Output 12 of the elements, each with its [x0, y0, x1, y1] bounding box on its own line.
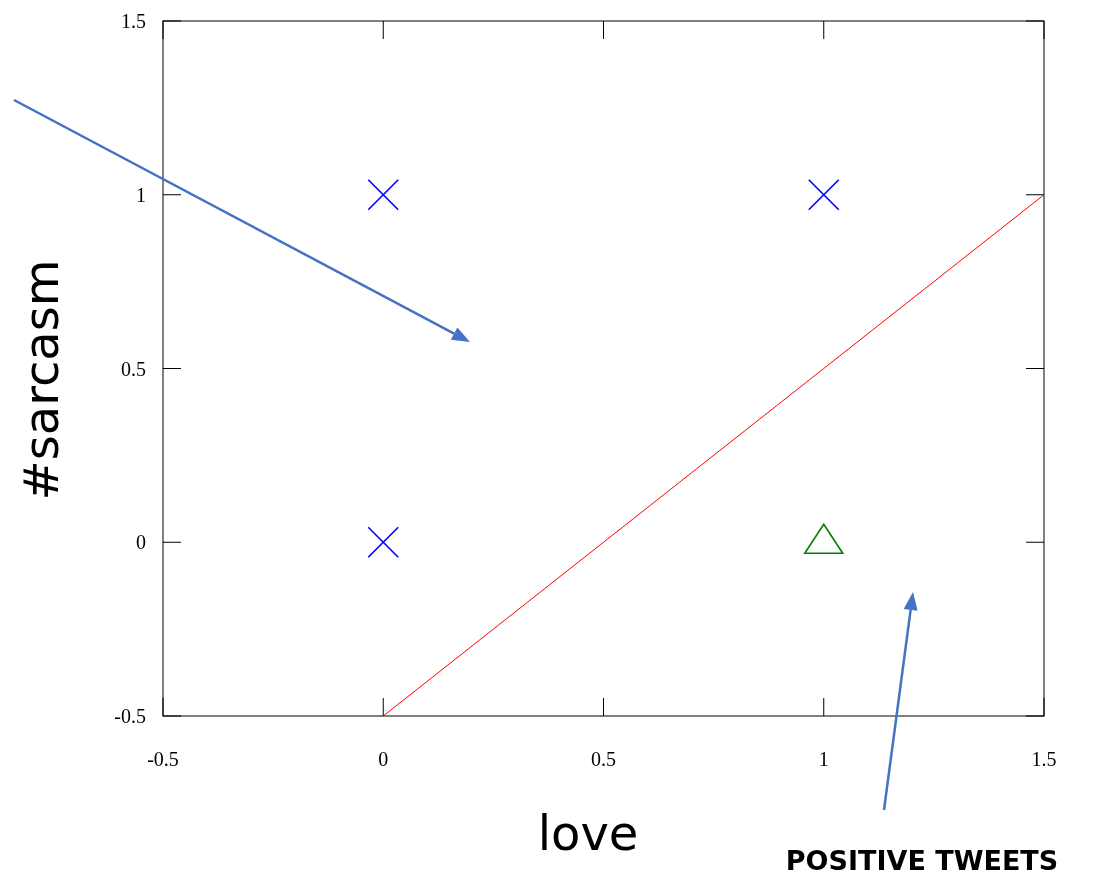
- y-tick-label: 1.5: [121, 10, 146, 32]
- x-axis-title: love: [537, 805, 639, 861]
- x-tick-label: 1: [818, 748, 829, 770]
- y-tick-label: 0: [136, 531, 146, 554]
- y-tick-label: -0.5: [114, 705, 146, 727]
- x-tick-label: 0: [378, 748, 389, 770]
- y-tick-label: 1: [136, 183, 146, 206]
- y-tick-label: 0.5: [121, 357, 146, 380]
- x-tick-label: 1.5: [1031, 748, 1057, 770]
- x-tick-label: 0.5: [591, 748, 616, 770]
- text: POSITIVE TWEETS: [785, 845, 1059, 876]
- y-axis-title: #sarcasm: [13, 259, 69, 501]
